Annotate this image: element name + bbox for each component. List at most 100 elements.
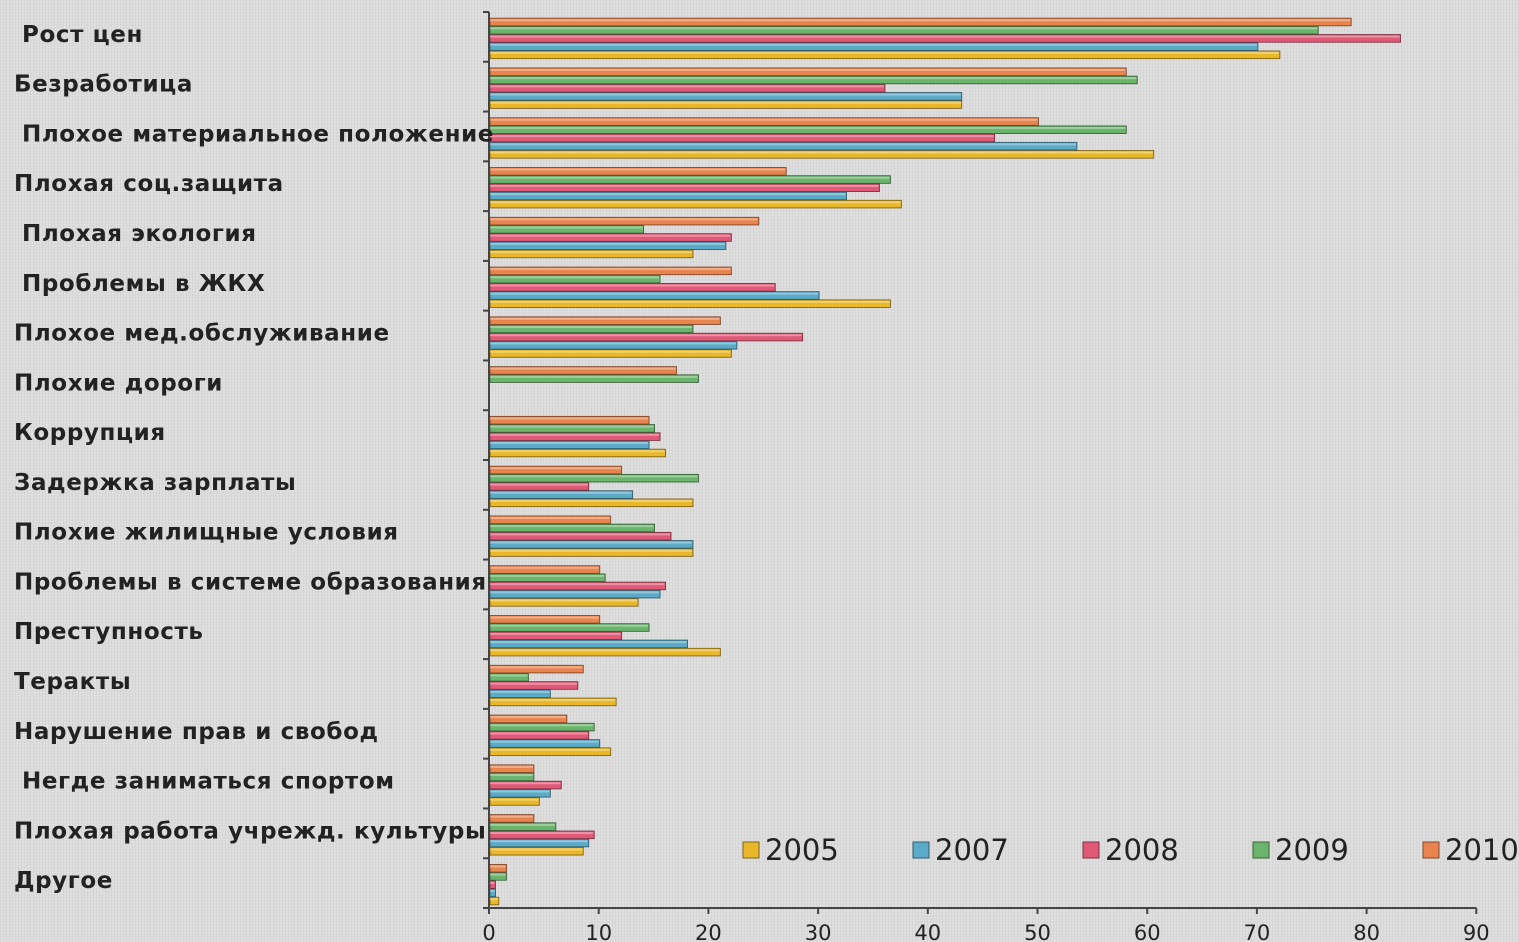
bar-highlight (490, 367, 676, 370)
bar-highlight (490, 118, 1038, 121)
category-label: Рост цен (22, 22, 143, 48)
bar-highlight (490, 549, 692, 552)
category-label: Другое (14, 868, 113, 894)
category-label: Проблемы в системе образования (14, 569, 487, 595)
bar-highlight (490, 873, 506, 876)
bar-highlight (490, 641, 687, 644)
bar-highlight (490, 101, 961, 104)
bar-highlight (490, 525, 654, 528)
bar-highlight (490, 77, 1137, 80)
category-label: Преступность (14, 619, 204, 645)
x-tick-label: 40 (914, 921, 941, 942)
x-tick-labels: 0 10 20 30 40 50 60 70 80 90 (482, 921, 1489, 942)
bar-highlight (490, 798, 539, 801)
bar-highlight (490, 566, 599, 569)
bar-highlight (490, 848, 583, 851)
axes (483, 11, 1478, 914)
bar-highlight (490, 541, 692, 544)
bar-highlight (490, 51, 1279, 54)
bar-highlight (490, 815, 533, 818)
bar-highlight (490, 317, 720, 320)
x-tick-label: 30 (805, 921, 832, 942)
bar-highlight (490, 748, 610, 751)
legend-swatch (1422, 841, 1440, 859)
x-tick-label: 0 (482, 921, 495, 942)
bar-highlight (490, 724, 594, 727)
bar-highlight (490, 499, 692, 502)
legend-swatch (912, 841, 930, 859)
bar-highlight (490, 93, 961, 96)
x-tick-label: 10 (585, 921, 612, 942)
bar-highlight (490, 43, 1257, 46)
bar-highlight (490, 433, 660, 436)
bar-highlight (490, 334, 802, 337)
bar-highlight (490, 85, 884, 88)
bar-highlight (490, 184, 879, 187)
bar-highlight (490, 292, 819, 295)
bar-highlight (490, 467, 621, 470)
bar-highlight (490, 442, 649, 445)
bar-highlight (490, 242, 725, 245)
bar-highlight (490, 276, 660, 279)
legend-swatch (1252, 841, 1270, 859)
bar-highlight (490, 674, 528, 677)
legend-swatch (1082, 841, 1100, 859)
x-tick-label: 20 (695, 921, 722, 942)
bar-highlight (490, 176, 890, 179)
bar-highlight (490, 425, 654, 428)
bar-highlight (490, 193, 846, 196)
bar-highlight (490, 68, 1126, 71)
bar-highlight (490, 251, 692, 254)
bar-highlight (490, 682, 577, 685)
category-label: Плохая соц.защита (14, 171, 284, 197)
bar-highlight (490, 765, 533, 768)
bar-highlight (490, 898, 498, 901)
bar-highlight (490, 632, 621, 635)
category-labels: Рост цен Безработица Плохое материальное п… (14, 22, 493, 894)
bar-highlight (490, 300, 890, 303)
bar-highlight (490, 234, 731, 237)
bar-highlight (490, 790, 550, 793)
bar-highlight (490, 135, 994, 138)
bar-highlight (490, 375, 698, 378)
bar-highlight (490, 890, 495, 893)
bar-highlight (490, 699, 616, 702)
bar-highlight (490, 574, 605, 577)
bar-highlight (490, 450, 665, 453)
legend-label: 2005 (765, 833, 839, 867)
category-label: Плохие дороги (14, 370, 223, 396)
bar-highlight (490, 27, 1318, 30)
category-label: Негде заниматься спортом (22, 769, 395, 795)
bar-highlight (490, 284, 775, 287)
legend-label: 2007 (935, 833, 1009, 867)
bar-highlight (490, 218, 758, 221)
bar-highlight (490, 666, 583, 669)
bar-highlight (490, 649, 720, 652)
bar-highlight (490, 782, 561, 785)
bar-highlight (490, 168, 786, 171)
bar-highlight (490, 350, 731, 353)
category-label: Теракты (14, 669, 131, 695)
bar-highlight (490, 516, 610, 519)
legend-label: 2009 (1275, 833, 1349, 867)
bar-highlight (490, 774, 533, 777)
category-label: Коррупция (14, 420, 166, 446)
category-label: Плохое мед.обслуживание (14, 321, 390, 347)
category-label: Плохая экология (22, 221, 257, 247)
bar-highlight (490, 126, 1126, 129)
bar-highlight (490, 19, 1351, 22)
bar-highlight (490, 417, 649, 420)
bar-highlight (490, 624, 649, 627)
legend: 2005 2007 2008 2009 2010 (742, 833, 1519, 867)
bar-highlight (490, 342, 736, 345)
bar-highlight (490, 716, 566, 719)
category-label: Плохие жилищные условия (14, 520, 399, 546)
category-label: Безработица (14, 72, 193, 98)
category-label: Проблемы в ЖКХ (22, 271, 265, 297)
bar-highlight (490, 475, 698, 478)
x-tick-label: 60 (1134, 921, 1161, 942)
bar-highlight (490, 832, 594, 835)
bar-highlight (490, 881, 495, 884)
bar-highlight (490, 616, 599, 619)
x-tick-label: 90 (1463, 921, 1490, 942)
